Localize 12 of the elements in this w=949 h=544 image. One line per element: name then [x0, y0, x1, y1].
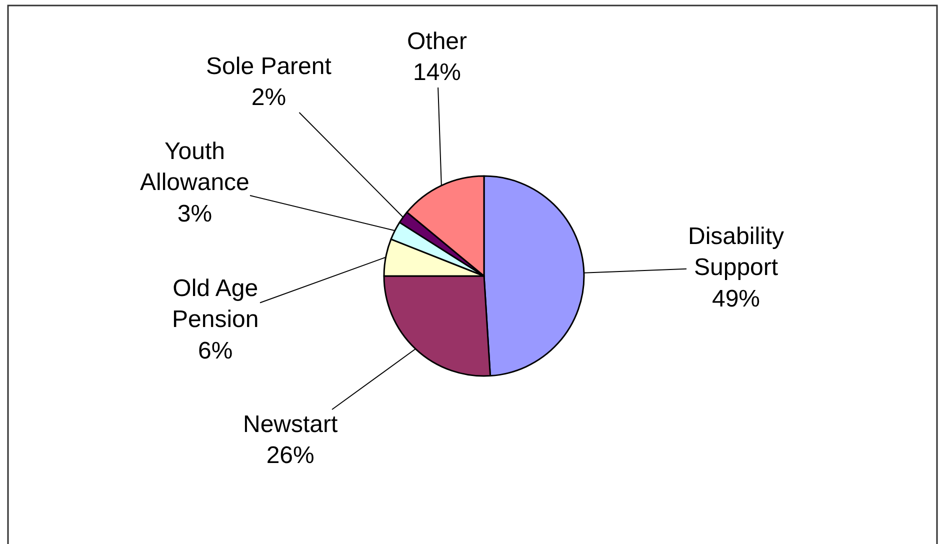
data-label: 49% [712, 285, 760, 312]
slice-label: Other [407, 28, 468, 55]
data-label: 26% [266, 442, 314, 470]
slice-label: Sole Parent [206, 53, 332, 80]
slice-label: Newstart [243, 411, 338, 438]
data-label: 14% [412, 59, 462, 86]
data-label: 2% [251, 84, 286, 112]
data-label: 3% [177, 200, 212, 228]
slice-label: Youth Allowance [140, 138, 250, 196]
data-label: 6% [198, 337, 233, 364]
slice-label: Disability Support [688, 223, 784, 282]
slice-label: Old Age Pension [172, 275, 259, 334]
